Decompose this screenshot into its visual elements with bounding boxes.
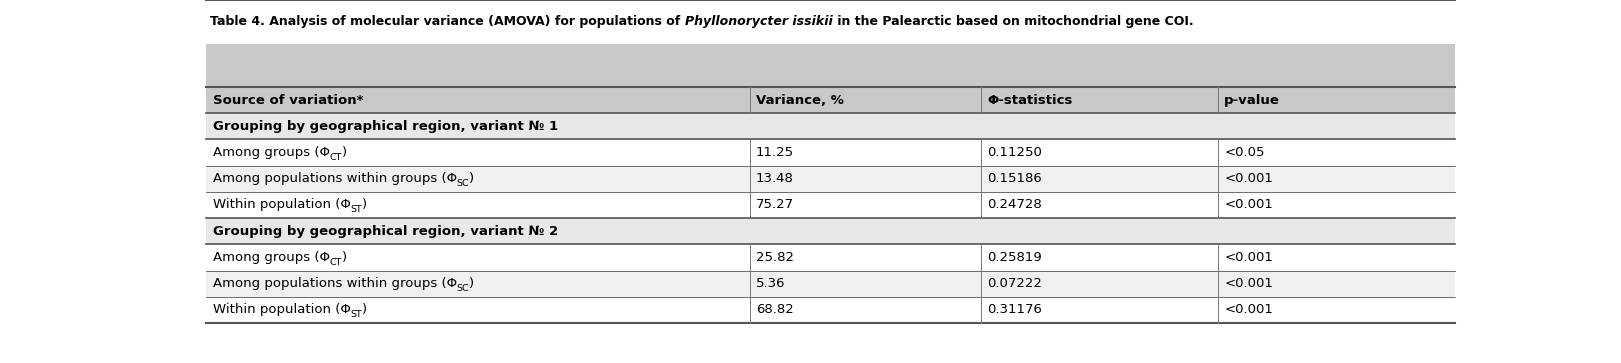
Text: 68.82: 68.82 xyxy=(755,303,794,317)
Text: ): ) xyxy=(363,199,368,212)
Text: SC: SC xyxy=(457,284,470,293)
Text: p-value: p-value xyxy=(1224,94,1281,106)
Text: Among populations within groups (Φ: Among populations within groups (Φ xyxy=(212,172,457,185)
Text: 25.82: 25.82 xyxy=(755,251,794,264)
Bar xyxy=(206,270,1456,297)
Text: ST: ST xyxy=(350,205,363,214)
Text: <0.001: <0.001 xyxy=(1224,199,1272,212)
Bar xyxy=(206,166,1456,192)
Text: Among populations within groups (Φ: Among populations within groups (Φ xyxy=(212,277,457,290)
Bar xyxy=(206,87,1456,113)
Bar xyxy=(206,297,1456,323)
Text: ST: ST xyxy=(350,310,363,319)
Text: 0.31176: 0.31176 xyxy=(987,303,1042,317)
Text: 0.07222: 0.07222 xyxy=(987,277,1042,290)
Bar xyxy=(206,44,1456,87)
Bar xyxy=(206,218,1456,244)
Text: <0.001: <0.001 xyxy=(1224,172,1272,185)
Text: in the Palearctic based on mitochondrial gene COI.: in the Palearctic based on mitochondrial… xyxy=(833,15,1193,28)
Text: SC: SC xyxy=(457,179,470,188)
Text: Variance, %: Variance, % xyxy=(755,94,845,106)
Text: Source of variation*: Source of variation* xyxy=(212,94,363,106)
Text: Φ-statistics: Φ-statistics xyxy=(987,94,1071,106)
Text: Grouping by geographical region, variant № 2: Grouping by geographical region, variant… xyxy=(212,225,558,238)
Text: <0.001: <0.001 xyxy=(1224,277,1272,290)
Text: 5.36: 5.36 xyxy=(755,277,786,290)
Text: ): ) xyxy=(342,146,347,159)
Text: ): ) xyxy=(470,172,475,185)
Text: 13.48: 13.48 xyxy=(755,172,794,185)
Text: ST: ST xyxy=(350,200,363,209)
Bar xyxy=(206,139,1456,166)
Bar xyxy=(206,192,1456,218)
Text: 0.24728: 0.24728 xyxy=(987,199,1042,212)
Text: SC: SC xyxy=(457,279,470,288)
Text: 0.15186: 0.15186 xyxy=(987,172,1042,185)
Text: 0.11250: 0.11250 xyxy=(987,146,1042,159)
Text: Within population (Φ: Within population (Φ xyxy=(212,303,350,317)
Text: <0.05: <0.05 xyxy=(1224,146,1264,159)
Text: Table 4. Analysis of molecular variance (AMOVA) for populations of: Table 4. Analysis of molecular variance … xyxy=(211,15,684,28)
Text: CT: CT xyxy=(329,153,342,162)
Text: Phyllonorycter issikii: Phyllonorycter issikii xyxy=(684,15,833,28)
Text: <0.001: <0.001 xyxy=(1224,303,1272,317)
Text: ST: ST xyxy=(350,305,363,314)
Text: Among groups (Φ: Among groups (Φ xyxy=(212,251,329,264)
Text: 75.27: 75.27 xyxy=(755,199,794,212)
Text: Among groups (Φ: Among groups (Φ xyxy=(212,146,329,159)
Bar xyxy=(206,113,1456,139)
Text: CT: CT xyxy=(329,258,342,267)
Text: ): ) xyxy=(470,277,475,290)
Text: CT: CT xyxy=(329,148,342,157)
Text: <0.001: <0.001 xyxy=(1224,251,1272,264)
Text: ): ) xyxy=(342,251,347,264)
Text: 0.25819: 0.25819 xyxy=(987,251,1042,264)
Text: Within population (Φ: Within population (Φ xyxy=(212,199,350,212)
Text: Grouping by geographical region, variant № 1: Grouping by geographical region, variant… xyxy=(212,120,558,133)
Text: CT: CT xyxy=(329,253,342,262)
Text: 11.25: 11.25 xyxy=(755,146,794,159)
Bar xyxy=(206,244,1456,270)
Text: SC: SC xyxy=(457,174,470,183)
Text: ): ) xyxy=(363,303,368,317)
